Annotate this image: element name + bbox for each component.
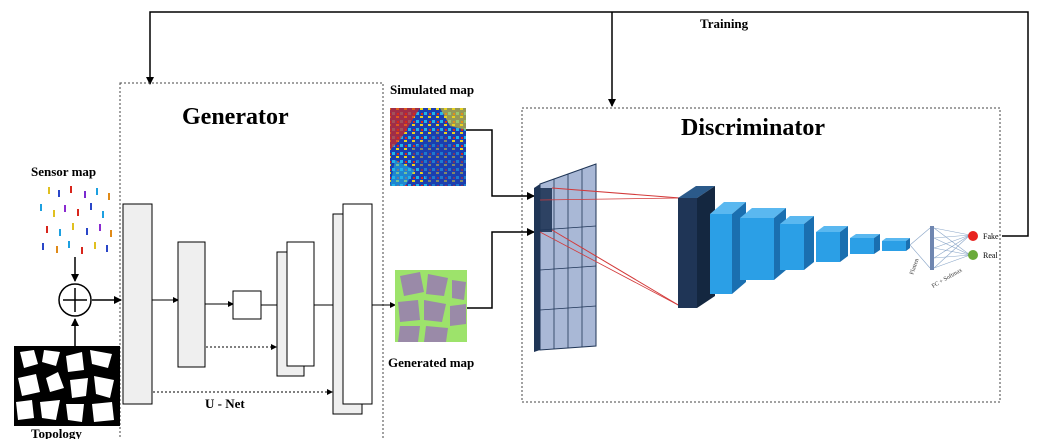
training-label: Training xyxy=(700,16,749,31)
simulated-to-disc-arrow xyxy=(466,129,535,200)
unet-encoder-block-2 xyxy=(177,241,206,368)
unet-bottleneck-block xyxy=(232,290,262,320)
fc-network xyxy=(909,226,971,270)
cnn-layer-3 xyxy=(740,208,786,280)
cnn-layer-7 xyxy=(882,238,910,251)
real-output-dot xyxy=(968,250,978,260)
discriminator-input-grid xyxy=(534,163,597,352)
real-label: Real xyxy=(983,251,998,260)
fc-softmax-label: FC + Softmax xyxy=(931,267,964,290)
receptive-field-lines xyxy=(539,187,681,307)
simulated-map-label: Simulated map xyxy=(390,82,474,97)
unet-decoder-block-2 xyxy=(332,203,373,415)
concat-plus-icon xyxy=(58,283,92,317)
generated-to-disc-arrow xyxy=(467,228,535,309)
cnn-layer-6 xyxy=(850,234,880,254)
cnn-layer-2 xyxy=(710,202,746,294)
fake-output-dot xyxy=(968,231,978,241)
flatten-label: Flatten xyxy=(909,258,920,276)
topology-image xyxy=(14,346,120,426)
sensor-map-image xyxy=(40,186,112,254)
unet-label: U - Net xyxy=(205,396,245,411)
generator-title: Generator xyxy=(182,104,289,130)
topology-label: Topology xyxy=(31,426,82,439)
unet-decoder-block-1 xyxy=(276,241,315,377)
cnn-layer-1 xyxy=(678,186,715,308)
cnn-layer-5 xyxy=(816,226,848,262)
training-loop xyxy=(146,11,1029,237)
unet-encoder-block-1 xyxy=(122,203,153,405)
simulated-map-image xyxy=(390,108,466,186)
generated-map-label: Generated map xyxy=(388,355,474,370)
generated-map-image xyxy=(395,270,467,342)
discriminator-title: Discriminator xyxy=(681,115,825,141)
cnn-layer-4 xyxy=(780,216,814,270)
discriminator-box xyxy=(521,107,1001,403)
fake-label: Fake xyxy=(983,232,999,241)
generator-box xyxy=(119,82,384,439)
sensor-map-label: Sensor map xyxy=(31,164,96,179)
